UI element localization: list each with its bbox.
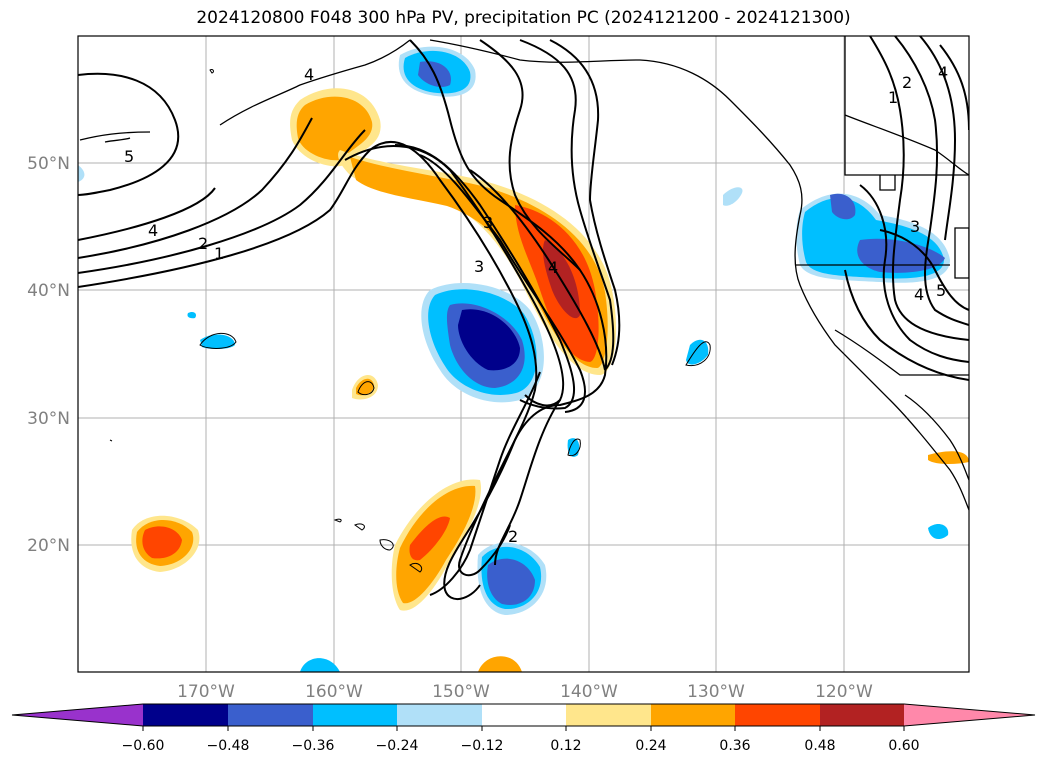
colorbar-tick-label: −0.12	[461, 738, 504, 754]
lon-label: 120°W	[815, 682, 873, 702]
islands	[109, 68, 711, 573]
colorbar-swatch	[313, 704, 397, 726]
contour-label-3-east: 3	[910, 217, 920, 236]
colorbar-swatch	[228, 704, 313, 726]
colorbar-tick-label: −0.36	[292, 738, 335, 754]
lon-label: 160°W	[305, 682, 363, 702]
contour-label-2: 2	[198, 234, 208, 253]
lat-label: 30°N	[27, 409, 70, 429]
map-frame	[77, 35, 970, 673]
contour-label-2-east: 2	[902, 73, 912, 92]
colorbar-swatch	[482, 704, 566, 726]
colorbar-swatch	[566, 704, 651, 726]
colorbar-tick-label: 0.36	[719, 738, 750, 754]
lon-label: 140°W	[560, 682, 618, 702]
precip-shading	[78, 46, 969, 672]
lat-label: 50°N	[27, 154, 70, 174]
contour-label-5-east: 5	[936, 281, 946, 300]
colorbar-tick-label: −0.48	[207, 738, 250, 754]
lat-label: 40°N	[27, 281, 70, 301]
longitude-labels: 170°W 160°W 150°W 140°W 130°W 120°W	[177, 682, 873, 702]
chart-title: 2024120800 F048 300 hPa PV, precipitatio…	[196, 8, 851, 28]
colorbar-extend-left	[12, 704, 143, 726]
contour-label-4-east: 4	[938, 63, 948, 82]
contour-label-4-center: 4	[548, 258, 558, 277]
colorbar-swatch	[820, 704, 904, 726]
colorbar-swatch	[397, 704, 482, 726]
colorbar-swatch	[651, 704, 735, 726]
latitude-labels: 50°N 40°N 30°N 20°N	[27, 154, 70, 556]
contour-label-5: 5	[124, 147, 134, 166]
colorbar-swatch	[143, 704, 228, 726]
contour-label-1-east: 1	[888, 88, 898, 107]
colorbar-tick-label: 0.12	[550, 738, 581, 754]
colorbar-swatch	[735, 704, 820, 726]
lon-label: 130°W	[687, 682, 745, 702]
pv-contours	[78, 36, 969, 600]
contour-label-2-south: 2	[508, 527, 518, 546]
colorbar-extend-right	[904, 704, 1035, 726]
coastlines	[79, 36, 969, 511]
colorbar: −0.60 −0.48 −0.36 −0.24 −0.12 0.12 0.24 …	[11, 703, 1036, 754]
contour-label-3: 3	[483, 213, 493, 232]
contour-label-4-north: 4	[304, 65, 314, 84]
contour-label-3-south: 3	[474, 257, 484, 276]
contour-labels: 5 4 2 1 4 3 3 4 2 1 2 4 3 4 5	[124, 63, 948, 546]
lat-label: 20°N	[27, 536, 70, 556]
colorbar-tick-label: 0.48	[804, 738, 835, 754]
colorbar-tick-label: 0.60	[888, 738, 919, 754]
colorbar-tick-label: −0.24	[376, 738, 419, 754]
contour-label-1: 1	[214, 244, 224, 263]
contour-label-4: 4	[148, 221, 158, 240]
lon-label: 150°W	[432, 682, 490, 702]
colorbar-tick-label: −0.60	[122, 738, 165, 754]
contour-label-4-southeast: 4	[914, 285, 924, 304]
colorbar-tick-label: 0.24	[635, 738, 666, 754]
lon-label: 170°W	[177, 682, 235, 702]
